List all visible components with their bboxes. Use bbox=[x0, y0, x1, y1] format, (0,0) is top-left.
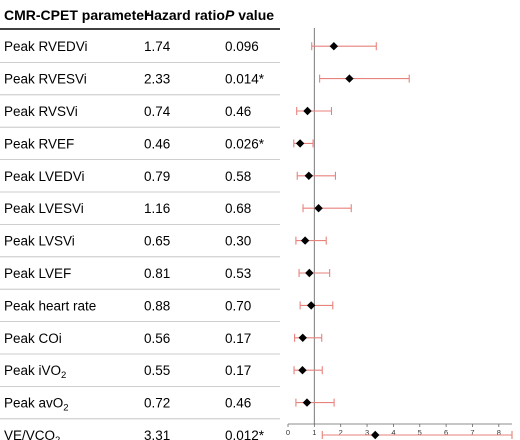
row-parameter: Peak LVEDVi bbox=[4, 169, 85, 184]
hazard-ratio-point bbox=[329, 42, 339, 51]
x-tick-label: 0 bbox=[286, 428, 290, 437]
row-parameter: Peak COi bbox=[4, 331, 62, 346]
row-p-value: 0.30 bbox=[225, 234, 251, 249]
hazard-ratio-point bbox=[302, 398, 312, 407]
row-parameter-text: Peak LVSVi bbox=[4, 234, 75, 249]
row-parameter: Peak avO2 bbox=[4, 396, 69, 414]
hazard-ratio-point bbox=[306, 301, 316, 310]
x-tick-label: 7 bbox=[470, 428, 474, 437]
row-parameter: Peak RVEDVi bbox=[4, 39, 88, 54]
row-p-value: 0.014* bbox=[225, 72, 265, 87]
row-p-value: 0.68 bbox=[225, 201, 251, 216]
row-hazard-ratio: 0.55 bbox=[144, 363, 170, 378]
x-tick-label: 1 bbox=[312, 428, 316, 437]
row-p-value: 0.46 bbox=[225, 396, 251, 411]
hazard-ratio-point bbox=[295, 139, 305, 148]
hazard-ratio-point bbox=[371, 430, 380, 440]
row-parameter: Peak heart rate bbox=[4, 298, 96, 313]
row-hazard-ratio: 0.72 bbox=[144, 396, 170, 411]
row-hazard-ratio: 3.31 bbox=[144, 428, 170, 440]
row-parameter-text: Peak heart rate bbox=[4, 298, 96, 313]
row-parameter-text: Peak RVEDVi bbox=[4, 39, 88, 54]
row-parameter-text: Peak RVESVi bbox=[4, 72, 87, 87]
hazard-ratio-point bbox=[345, 74, 354, 83]
row-hazard-ratio: 0.79 bbox=[144, 169, 170, 184]
row-parameter-text: Peak iVO bbox=[4, 363, 61, 378]
row-hazard-ratio: 0.81 bbox=[144, 266, 170, 281]
row-p-value: 0.096 bbox=[225, 39, 259, 54]
hazard-ratio-point bbox=[305, 268, 314, 278]
row-hazard-ratio: 0.74 bbox=[144, 104, 171, 119]
row-parameter-subscript: 2 bbox=[63, 403, 68, 414]
row-parameter: VE/VCO2 bbox=[4, 428, 60, 440]
row-p-value: 0.012* bbox=[225, 428, 265, 440]
row-p-value: 0.17 bbox=[225, 363, 251, 378]
hazard-ratio-point bbox=[298, 366, 307, 375]
row-parameter-text: Peak LVESVi bbox=[4, 201, 84, 216]
hazard-ratio-point bbox=[303, 106, 312, 116]
x-tick-label: 6 bbox=[444, 428, 448, 437]
row-hazard-ratio: 0.88 bbox=[144, 298, 170, 313]
header-p-value: P value bbox=[225, 7, 274, 23]
row-parameter-text: Peak LVEDVi bbox=[4, 169, 85, 184]
row-hazard-ratio: 0.46 bbox=[144, 136, 170, 151]
row-parameter: Peak LVEF bbox=[4, 266, 71, 281]
row-parameter: Peak LVSVi bbox=[4, 234, 75, 249]
row-parameter: Peak RVESVi bbox=[4, 72, 87, 87]
hazard-ratio-point bbox=[298, 333, 307, 342]
hazard-ratio-point bbox=[300, 236, 310, 245]
header-p-letter: P bbox=[225, 7, 235, 23]
row-parameter-subscript: 2 bbox=[61, 370, 66, 381]
header-hazard-ratio: Hazard ratio bbox=[144, 7, 225, 23]
row-parameter-subscript: 2 bbox=[55, 435, 60, 440]
row-p-value: 0.026* bbox=[225, 136, 265, 151]
row-hazard-ratio: 0.56 bbox=[144, 331, 170, 346]
row-p-value: 0.46 bbox=[225, 104, 251, 119]
row-parameter: Peak RVSVi bbox=[4, 104, 78, 119]
table-rows: Peak RVEDVi 1.74 0.096 Peak RVESVi 2.33 0.014… bbox=[0, 39, 280, 440]
x-tick-label: 3 bbox=[365, 428, 369, 437]
x-tick-label: 2 bbox=[339, 428, 343, 437]
row-parameter-text: Peak RVSVi bbox=[4, 104, 78, 119]
row-p-value: 0.53 bbox=[225, 266, 251, 281]
row-hazard-ratio: 2.33 bbox=[144, 72, 170, 87]
hazard-ratio-point bbox=[304, 171, 314, 180]
row-hazard-ratio: 1.74 bbox=[144, 39, 171, 54]
hazard-ratio-point bbox=[314, 204, 323, 213]
row-p-value: 0.58 bbox=[225, 169, 251, 184]
x-tick-label: 4 bbox=[391, 428, 395, 437]
row-parameter-text: VE/VCO bbox=[4, 428, 55, 440]
row-parameter: Peak RVEF bbox=[4, 136, 74, 151]
row-parameter: Peak iVO2 bbox=[4, 363, 66, 381]
plot-area: 0 1 2 3 4 5 6 7 8 bbox=[286, 28, 513, 440]
row-p-value: 0.17 bbox=[225, 331, 251, 346]
row-hazard-ratio: 1.16 bbox=[144, 201, 170, 216]
row-hazard-ratio: 0.65 bbox=[144, 234, 170, 249]
row-parameter-text: Peak RVEF bbox=[4, 136, 74, 151]
row-p-value: 0.70 bbox=[225, 298, 251, 313]
row-parameter-text: Peak LVEF bbox=[4, 266, 71, 281]
x-tick-label: 8 bbox=[497, 428, 501, 437]
row-parameter: Peak LVESVi bbox=[4, 201, 84, 216]
header-parameter: CMR-CPET parameter bbox=[4, 7, 150, 23]
row-parameter-text: Peak COi bbox=[4, 331, 62, 346]
x-tick-label: 5 bbox=[418, 428, 422, 437]
row-parameter-text: Peak avO bbox=[4, 396, 63, 411]
header-p-rest: value bbox=[234, 7, 274, 23]
